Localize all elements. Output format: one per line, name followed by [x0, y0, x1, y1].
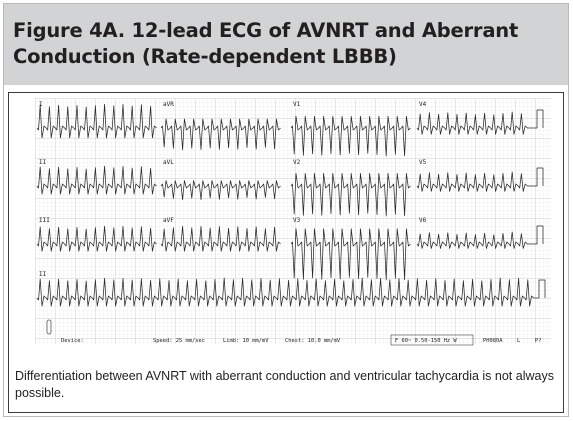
lead-label: II [39, 159, 47, 166]
ecg-row-trace [36, 165, 544, 217]
footer-device: Device: [61, 338, 84, 344]
lead-label: V3 [293, 217, 301, 224]
lead-label: I [39, 101, 43, 108]
footer-speed: Speed: 25 mm/sec [153, 338, 205, 344]
lead-label: III [39, 217, 50, 224]
ecg-row-trace [36, 225, 544, 281]
footer-page-code: P? [535, 338, 542, 344]
ecg-row-trace [36, 277, 546, 307]
lead-label: aVL [163, 159, 174, 166]
footer-limb: Limb: 10 mm/mV [223, 338, 269, 344]
footer-chest: Chest: 10.0 mm/mV [285, 338, 341, 344]
lead-label: V5 [419, 159, 427, 166]
title-band: Figure 4A. 12-lead ECG of AVNRT and Aber… [4, 4, 568, 85]
figure-caption: Differentiation between AVNRT with aberr… [15, 369, 554, 400]
footer-filter: F 60~ 0.50-150 Hz W [395, 338, 457, 344]
filter-box [390, 334, 474, 346]
ecg-row-trace [36, 103, 544, 157]
lead-label: V2 [293, 159, 301, 166]
lead-label: V6 [419, 217, 427, 224]
footer-lead-code: L [517, 338, 520, 344]
lead-label: aVR [163, 101, 174, 108]
lead-label: aVF [163, 217, 174, 224]
lead-label: V4 [419, 101, 427, 108]
figure-panel: Figure 4A. 12-lead ECG of AVNRT and Aber… [3, 3, 569, 417]
lead-label: II [39, 271, 47, 278]
footer-model: PH080A [483, 338, 503, 344]
calibration-marker [46, 319, 52, 335]
figure-title: Figure 4A. 12-lead ECG of AVNRT and Aber… [13, 19, 519, 68]
lead-label: V1 [293, 101, 301, 108]
